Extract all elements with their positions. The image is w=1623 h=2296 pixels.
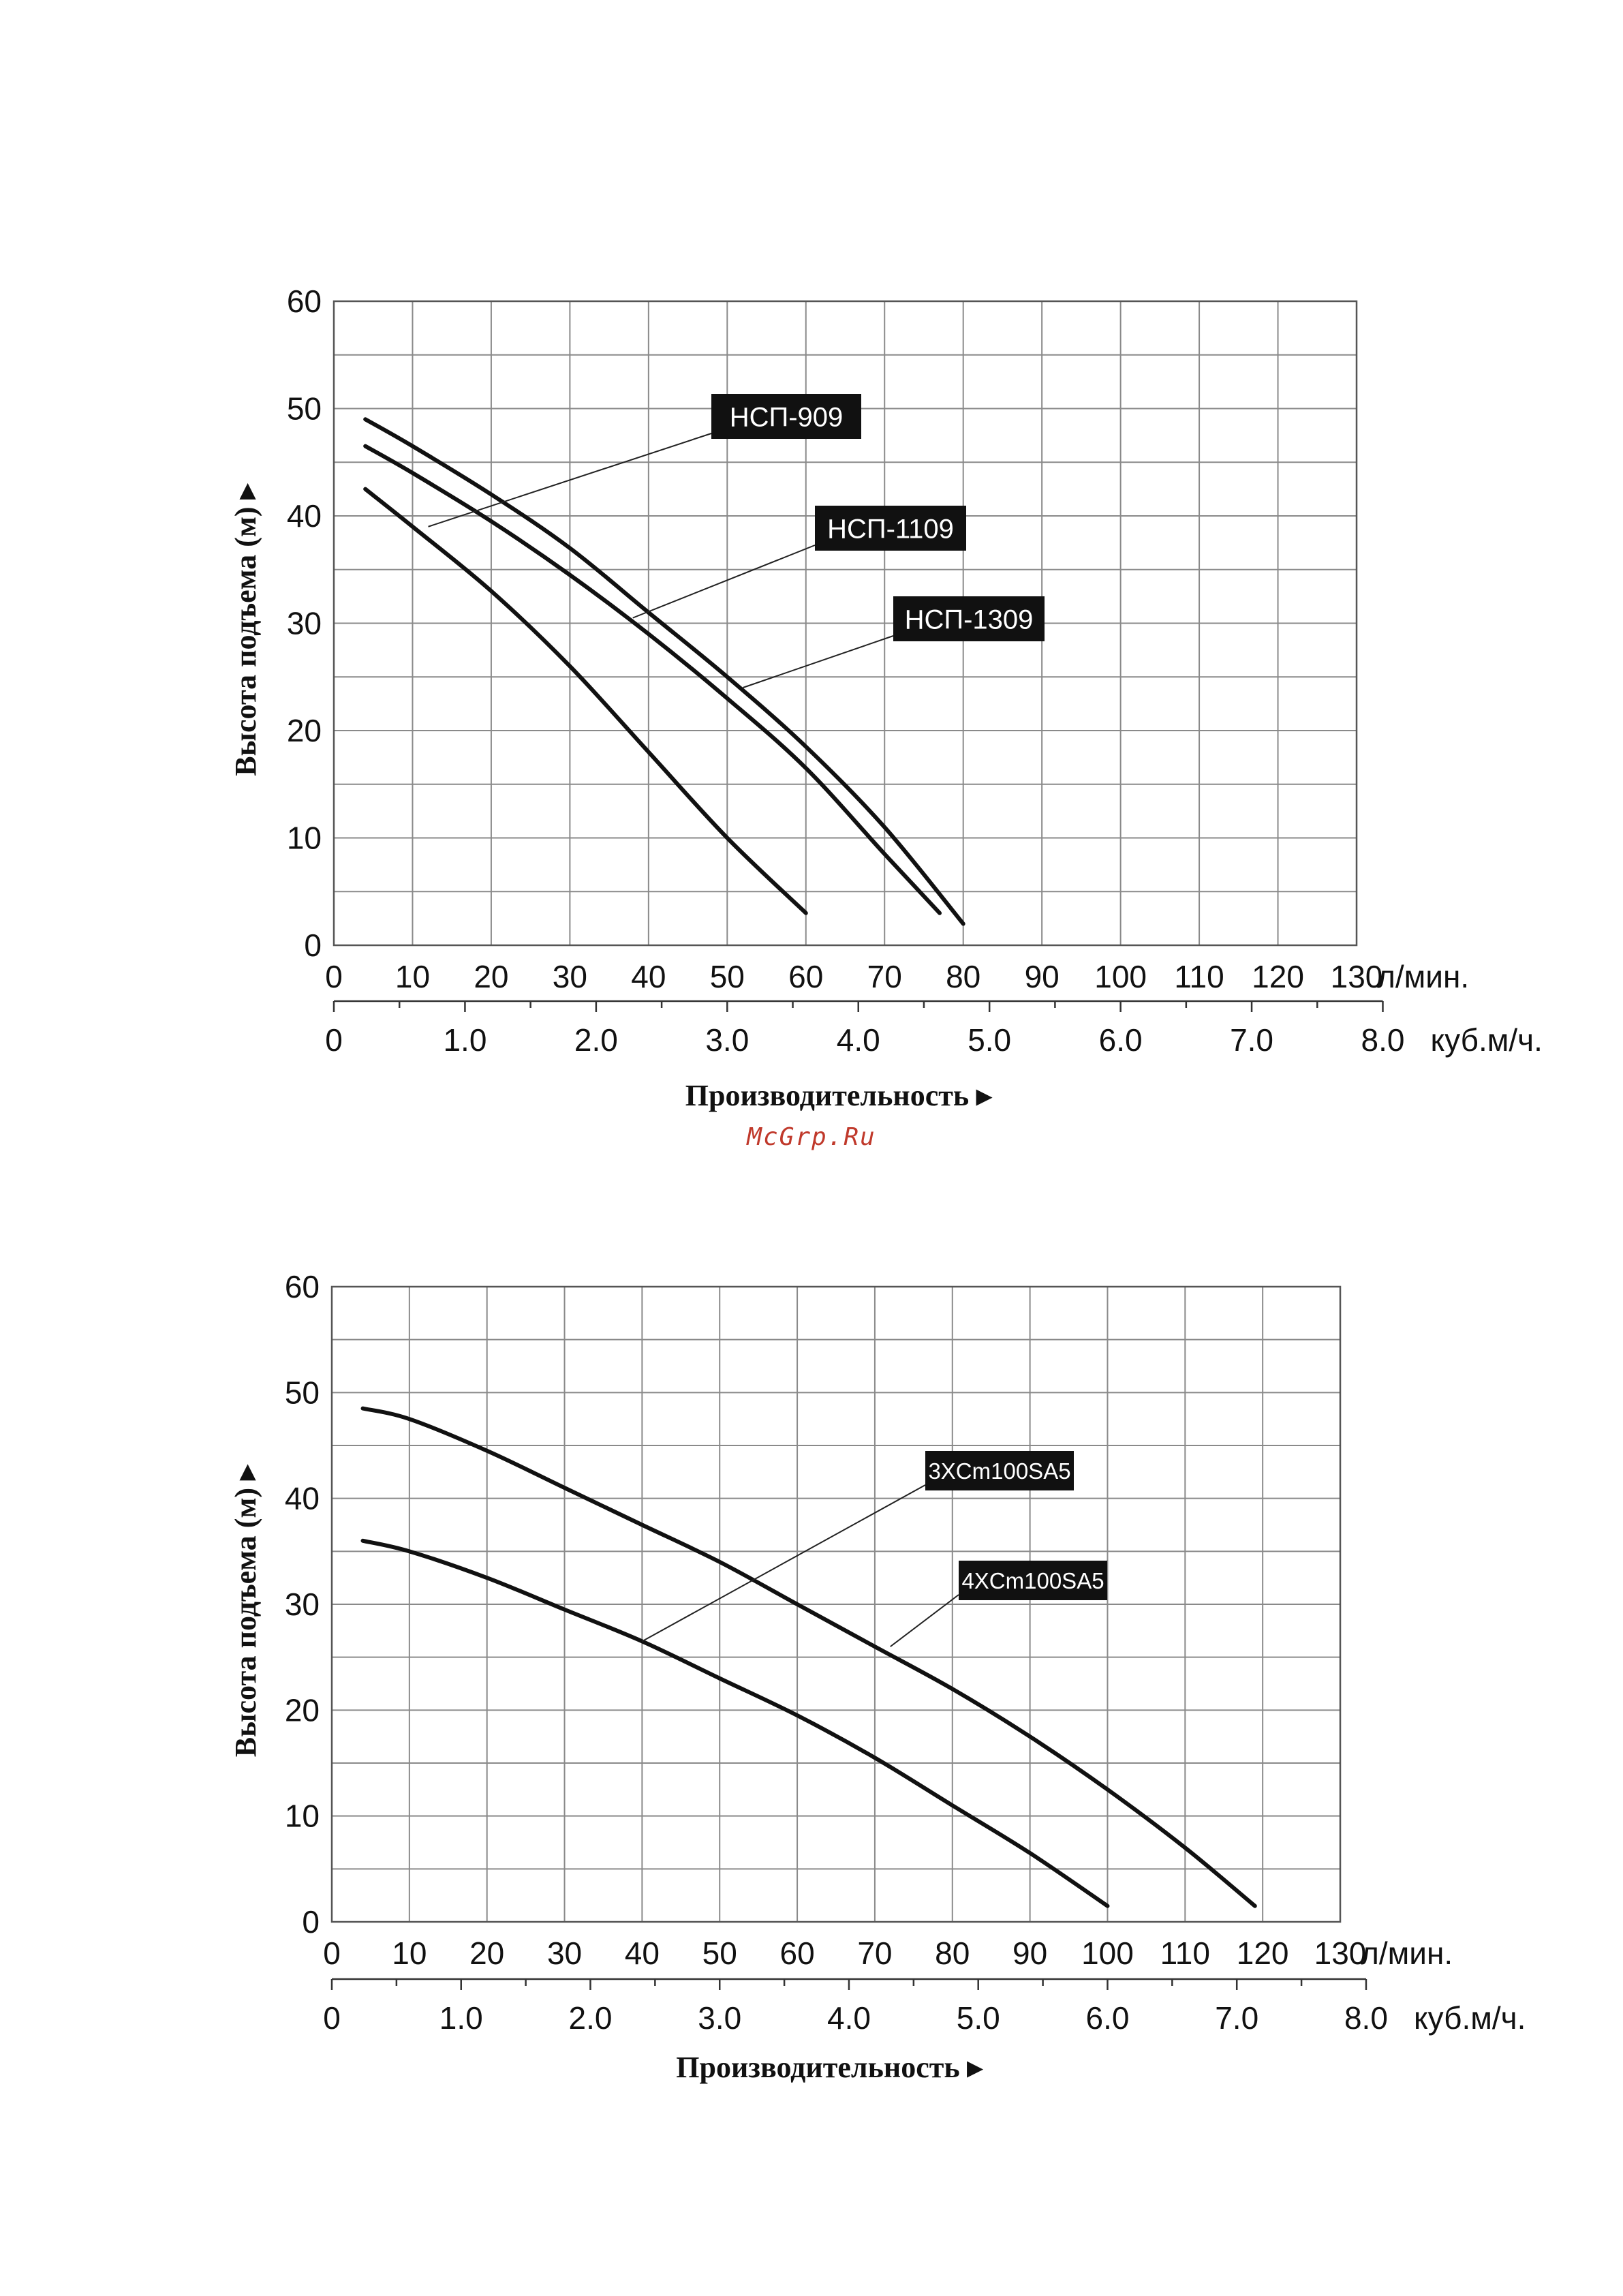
x2-tick-label: 1.0 <box>443 1022 486 1058</box>
y-tick-label: 60 <box>287 284 322 319</box>
y-axis-title: Высота подъема (м) ▸ <box>229 1464 262 1757</box>
x-tick-label: 90 <box>1025 959 1060 994</box>
x2-tick-label: 4.0 <box>827 2000 871 2036</box>
callout-label: 4XCm100SA5 <box>961 1568 1104 1593</box>
series-line-нсп-909 <box>363 487 808 915</box>
y-tick-label: 40 <box>285 1481 320 1516</box>
x2-tick-label: 5.0 <box>957 2000 1000 2036</box>
chart-2: 0 10 20 30 40 50 60 0 10 20 30 40 50 60 70 80 90 100 110 12… <box>229 1269 1526 2084</box>
x-tick-label: 70 <box>867 959 902 994</box>
callout-box <box>925 1451 1074 1490</box>
y-tick-label: 40 <box>287 498 322 534</box>
y-tick-label: 60 <box>285 1269 320 1304</box>
x-axis-title: Производительность ▸ <box>676 2051 983 2084</box>
callout-box <box>815 506 966 551</box>
y-tick-label: 50 <box>285 1375 320 1410</box>
x-tick-label: 100 <box>1094 959 1147 994</box>
x-tick-label: 50 <box>710 959 745 994</box>
callout-box <box>711 394 861 439</box>
grid <box>331 1286 1341 1923</box>
callout-leader <box>632 545 816 619</box>
x2-tick-label: 7.0 <box>1230 1022 1273 1058</box>
x2-tick-label: 0 <box>323 2000 341 2036</box>
x-tick-label: 70 <box>857 1935 892 1971</box>
y-tick-label: 0 <box>302 1904 320 1940</box>
callout-leader <box>428 433 712 527</box>
x2-tick-label: 6.0 <box>1085 2000 1129 2036</box>
y-tick-label: 30 <box>287 606 322 641</box>
x-tick-label: 10 <box>395 959 430 994</box>
x2-tick-label: 4.0 <box>837 1022 880 1058</box>
x2-tick-label: 2.0 <box>574 1022 618 1058</box>
series-line-нсп-1109 <box>363 444 942 915</box>
x-tick-label: 30 <box>547 1935 582 1971</box>
plot-frame <box>333 300 1358 947</box>
x-tick-label: 0 <box>323 1935 341 1971</box>
x-unit-label: л/мин. <box>1377 959 1469 994</box>
callout-label: НСП-1309 <box>905 604 1034 634</box>
chart-1: 0 10 20 30 40 50 60 0 10 20 30 40 50 60 70 80 90 100 110 12… <box>229 284 1543 1112</box>
x2-tick-label: 8.0 <box>1344 2000 1388 2036</box>
callout-leader <box>890 1594 959 1647</box>
series-line-3xcm100sa5 <box>360 1538 1110 1908</box>
y-tick-label: 0 <box>304 928 322 963</box>
x2-tick-label: 1.0 <box>439 2000 483 2036</box>
x2-tick-label: 8.0 <box>1361 1022 1405 1058</box>
y-tick-label: 20 <box>287 713 322 748</box>
callout-leader <box>641 1484 926 1642</box>
y-axis-title: Высота подъема (м) ▸ <box>229 483 262 776</box>
callout-label: НСП-1109 <box>827 514 954 544</box>
x-tick-label: 40 <box>631 959 666 994</box>
x2-tick-label: 3.0 <box>698 2000 741 2036</box>
x-tick-label: 10 <box>392 1935 427 1971</box>
x-tick-label: 30 <box>553 959 587 994</box>
x-tick-label: 100 <box>1081 1935 1134 1971</box>
callout-box <box>893 596 1045 641</box>
callout-label: НСП-909 <box>730 402 844 432</box>
x-tick-label: 20 <box>469 1935 504 1971</box>
x-tick-label: 90 <box>1013 1935 1047 1971</box>
x-tick-label: 80 <box>935 1935 970 1971</box>
x-tick-label: 40 <box>625 1935 660 1971</box>
x2-tick-label: 0 <box>325 1022 343 1058</box>
x2-unit-label: куб.м/ч. <box>1414 2000 1526 2036</box>
x2-tick-label: 3.0 <box>705 1022 749 1058</box>
x-tick-label: 50 <box>702 1935 737 1971</box>
x-axis-title: Производительность ▸ <box>685 1079 993 1112</box>
y-tick-label: 30 <box>285 1587 320 1622</box>
plot-frame <box>330 1285 1342 1923</box>
y-tick-label: 10 <box>285 1798 320 1834</box>
x-tick-label: 0 <box>325 959 343 994</box>
x-tick-label: 130 <box>1314 1935 1367 1971</box>
x-tick-label: 120 <box>1237 1935 1289 1971</box>
y-tick-label: 20 <box>285 1692 320 1728</box>
series-line-нсп-1309 <box>363 417 965 926</box>
x2-tick-label: 2.0 <box>569 2000 613 2036</box>
y-tick-label: 50 <box>287 391 322 427</box>
callout-box <box>959 1561 1107 1600</box>
x-tick-label: 60 <box>779 1935 814 1971</box>
callout-label: 3XCm100SA5 <box>928 1458 1070 1484</box>
series-line-4xcm100sa5 <box>360 1406 1257 1908</box>
y-tick-label: 10 <box>287 821 322 856</box>
x-tick-label: 130 <box>1331 959 1383 994</box>
x-tick-label: 110 <box>1160 1935 1210 1971</box>
x-tick-label: 120 <box>1252 959 1304 994</box>
x-tick-label: 110 <box>1174 959 1224 994</box>
x-tick-label: 80 <box>946 959 980 994</box>
callout-leader <box>743 635 894 688</box>
watermark-text: McGrp.Ru <box>745 1123 876 1151</box>
x2-tick-label: 6.0 <box>1099 1022 1143 1058</box>
x-tick-label: 60 <box>788 959 823 994</box>
x2-tick-label: 7.0 <box>1215 2000 1258 2036</box>
x-tick-label: 20 <box>474 959 508 994</box>
x-unit-label: л/мин. <box>1361 1935 1453 1971</box>
x2-tick-label: 5.0 <box>968 1022 1011 1058</box>
x2-unit-label: куб.м/ч. <box>1430 1022 1542 1058</box>
